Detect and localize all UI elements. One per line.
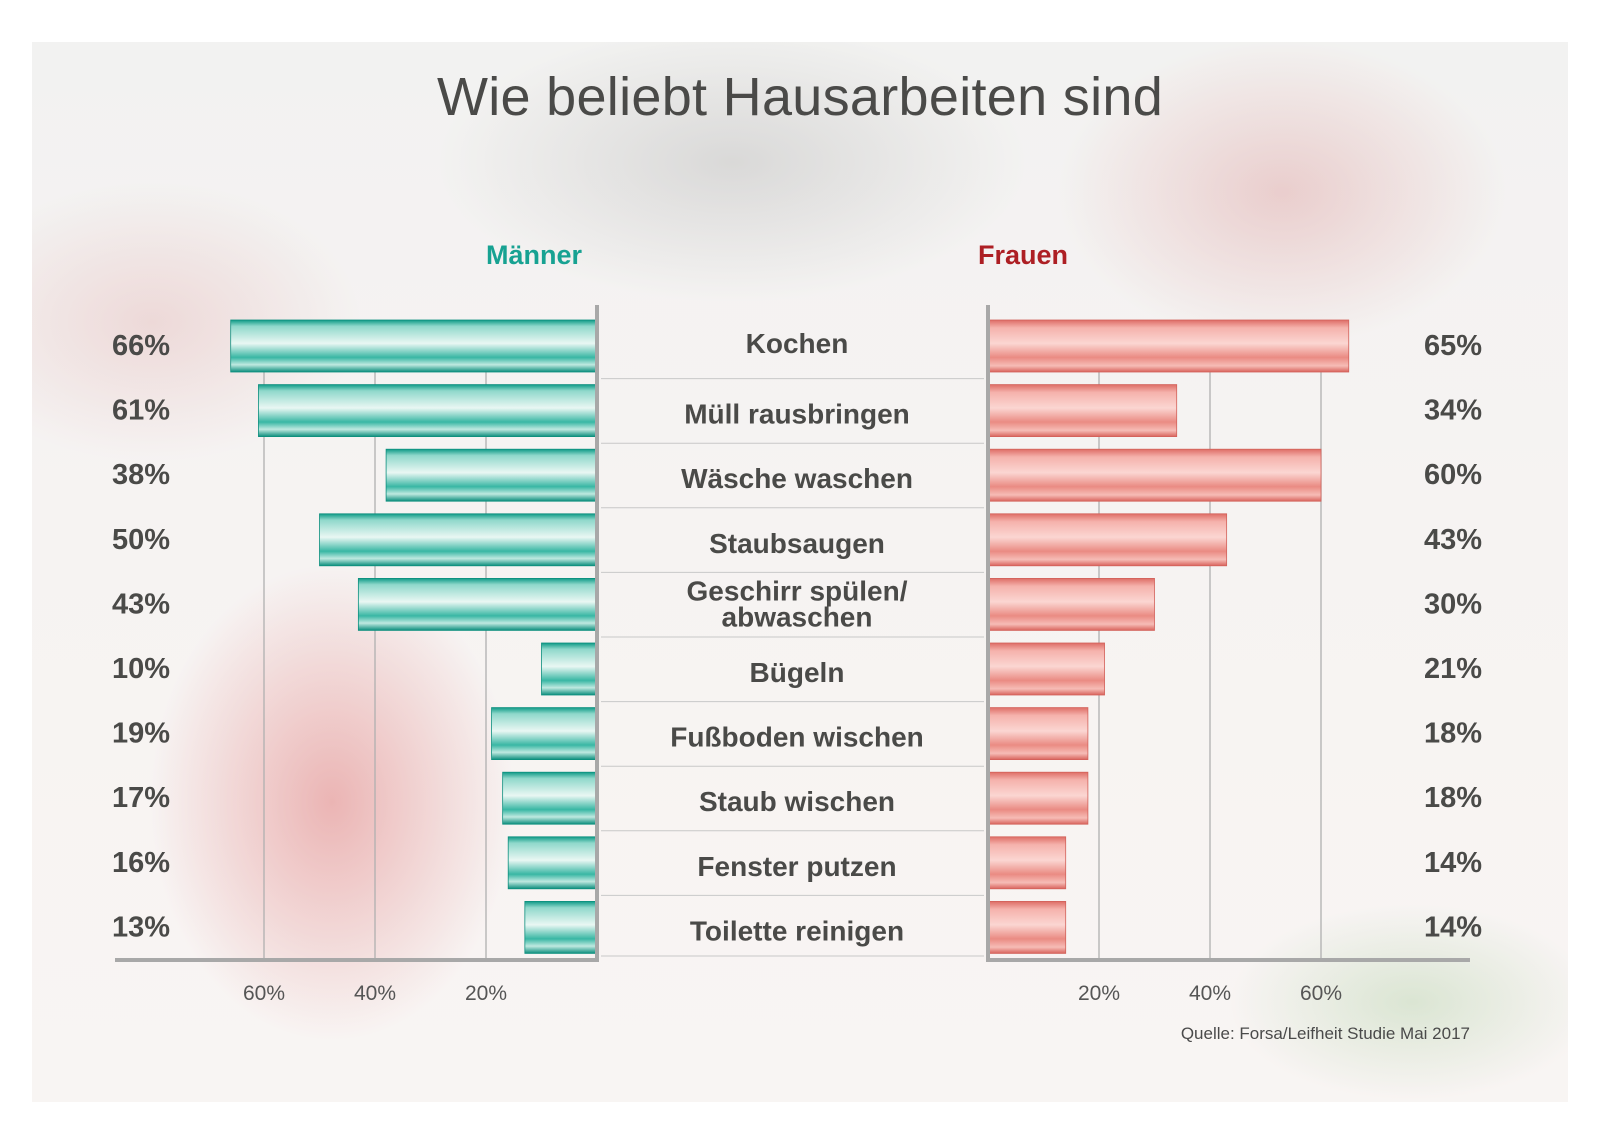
category-label: Müll rausbringen — [684, 399, 910, 430]
value-label-women: 34% — [1424, 395, 1482, 427]
bar-men — [385, 448, 598, 502]
value-label-men: 38% — [112, 459, 170, 491]
bar-men — [524, 901, 598, 954]
bar-women — [987, 319, 1350, 373]
tick-label-women: 40% — [1189, 982, 1231, 1005]
value-label-men: 66% — [112, 330, 170, 362]
bar-men — [230, 319, 598, 373]
value-label-women: 21% — [1424, 653, 1482, 685]
value-label-men: 19% — [112, 718, 170, 750]
value-label-men: 61% — [112, 395, 170, 427]
value-label-men: 17% — [112, 782, 170, 814]
category-label: Fußboden wischen — [670, 722, 924, 753]
value-label-men: 50% — [112, 524, 170, 556]
tick-label-men: 20% — [465, 982, 507, 1005]
bar-women — [987, 448, 1322, 502]
value-label-women: 60% — [1424, 459, 1482, 491]
category-label: Kochen — [746, 328, 849, 359]
category-label: Bügeln — [750, 657, 845, 688]
bar-women — [987, 513, 1228, 567]
value-label-men: 16% — [112, 847, 170, 879]
bar-men — [319, 513, 598, 567]
value-label-men: 13% — [112, 911, 170, 943]
bar-men — [357, 578, 598, 631]
bar-men — [507, 836, 598, 890]
value-label-women: 14% — [1424, 847, 1482, 879]
value-label-women: 65% — [1424, 330, 1482, 362]
bar-women — [987, 642, 1105, 696]
value-label-women: 30% — [1424, 588, 1482, 620]
category-label: Wäsche waschen — [681, 463, 913, 494]
tick-label-women: 60% — [1300, 982, 1342, 1005]
category-label: Staubsaugen — [709, 528, 885, 559]
category-label: Fenster putzen — [697, 851, 896, 882]
source-note: Quelle: Forsa/Leifheit Studie Mai 2017 — [1180, 1024, 1470, 1043]
bar-men — [491, 707, 598, 760]
value-label-men: 43% — [112, 588, 170, 620]
bar-women — [987, 771, 1089, 825]
value-label-women: 18% — [1424, 782, 1482, 814]
category-label: abwaschen — [722, 601, 873, 632]
value-label-men: 10% — [112, 653, 170, 685]
tick-label-men: 60% — [243, 982, 285, 1005]
bar-men — [541, 642, 598, 696]
legend-women: Frauen — [978, 240, 1069, 270]
value-label-women: 14% — [1424, 911, 1482, 943]
category-label: Staub wischen — [699, 786, 895, 817]
bar-men — [258, 384, 598, 438]
bar-women — [987, 384, 1178, 438]
bar-women — [987, 901, 1067, 954]
value-label-women: 18% — [1424, 718, 1482, 750]
category-label: Geschirr spülen/ — [687, 575, 908, 606]
category-label: Toilette reinigen — [690, 915, 904, 946]
bar-women — [987, 578, 1155, 631]
chart-title: Wie beliebt Hausarbeiten sind — [436, 67, 1164, 127]
legend-men: Männer — [486, 240, 583, 270]
tick-label-men: 40% — [354, 982, 396, 1005]
bar-women — [987, 836, 1067, 890]
value-label-women: 43% — [1424, 524, 1482, 556]
tick-label-women: 20% — [1078, 982, 1120, 1005]
bar-women — [987, 707, 1089, 760]
bar-men — [502, 771, 598, 825]
